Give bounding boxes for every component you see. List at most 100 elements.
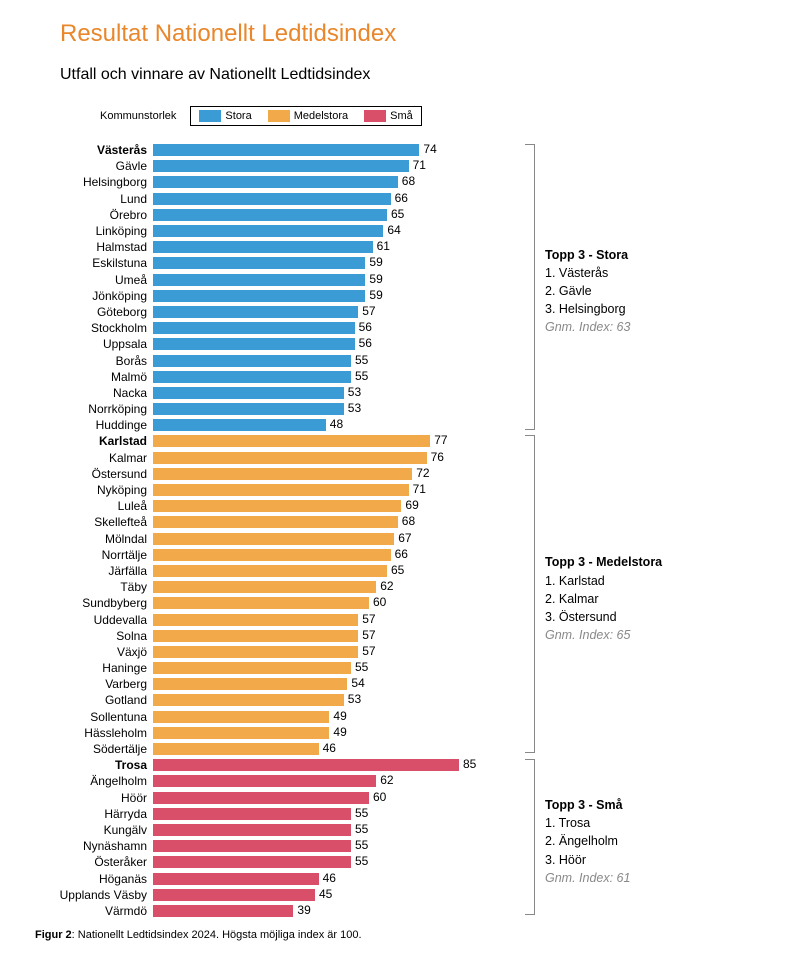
bar xyxy=(153,144,419,156)
bar-label: Täby xyxy=(35,580,153,594)
bar-row: Värmdö39 xyxy=(35,903,515,919)
bar-value: 69 xyxy=(401,498,418,512)
bar-row: Eskilstuna59 xyxy=(35,255,515,271)
bar-track: 49 xyxy=(153,711,515,723)
top3-header: Topp 3 - Stora xyxy=(545,246,725,264)
bar-track: 39 xyxy=(153,905,515,917)
bar-row: Trosa85 xyxy=(35,757,515,773)
bar-row: Solna57 xyxy=(35,628,515,644)
bar-value: 65 xyxy=(387,207,404,221)
bar xyxy=(153,549,391,561)
bar-value: 56 xyxy=(355,320,372,334)
bar-row: Nacka53 xyxy=(35,385,515,401)
bar xyxy=(153,322,355,334)
bar-value: 64 xyxy=(383,223,400,237)
bar-value: 62 xyxy=(376,579,393,593)
chart-group-stora: Västerås74Gävle71Helsingborg68Lund66Öreb… xyxy=(35,142,759,433)
bar-label: Nynäshamn xyxy=(35,839,153,853)
bar-label: Gävle xyxy=(35,159,153,173)
bar-row: Gotland53 xyxy=(35,692,515,708)
top3-box: Topp 3 - Små1. Trosa2. Ängelholm3. HöörG… xyxy=(545,796,725,887)
bar-value: 54 xyxy=(347,676,364,690)
legend-item: Medelstora xyxy=(260,110,356,122)
chart-group-medelstora: Karlstad77Kalmar76Östersund72Nyköping71L… xyxy=(35,433,759,757)
bar-label: Varberg xyxy=(35,677,153,691)
bar xyxy=(153,225,383,237)
bar xyxy=(153,306,358,318)
bar-row: Stockholm 56 xyxy=(35,320,515,336)
caption-text: : Nationellt Ledtidsindex 2024. Högsta m… xyxy=(72,929,362,941)
bar-value: 68 xyxy=(398,174,415,188)
bar-value: 57 xyxy=(358,612,375,626)
bar-label: Stockholm xyxy=(35,321,153,335)
bar-label: Nacka xyxy=(35,386,153,400)
bar-row: Ängelholm62 xyxy=(35,773,515,789)
bar-track: 60 xyxy=(153,792,515,804)
bar-track: 49 xyxy=(153,727,515,739)
bar-row: Nynäshamn 55 xyxy=(35,838,515,854)
bar-label: Norrtälje xyxy=(35,548,153,562)
bar-row: Umeå59 xyxy=(35,272,515,288)
bar xyxy=(153,209,387,221)
bar-row: Höganäs 46 xyxy=(35,870,515,886)
bar-label: Sollentuna xyxy=(35,710,153,724)
bar-row: Härryda55 xyxy=(35,806,515,822)
legend-item: Små xyxy=(356,110,421,122)
bar-track: 57 xyxy=(153,306,515,318)
bar-track: 65 xyxy=(153,565,515,577)
bar-label: Höganäs xyxy=(35,872,153,886)
bar xyxy=(153,905,293,917)
bar-value: 77 xyxy=(430,433,447,447)
bar-track: 57 xyxy=(153,630,515,642)
bar-row: Örebro65 xyxy=(35,207,515,223)
top3-average: Gnm. Index: 61 xyxy=(545,869,725,887)
bar-track: 67 xyxy=(153,533,515,545)
top3-item: 2. Ängelholm xyxy=(545,832,725,850)
bar-track: 74 xyxy=(153,144,515,156)
bar xyxy=(153,775,376,787)
legend-swatch xyxy=(199,110,221,122)
bar-row: Göteborg57 xyxy=(35,304,515,320)
bar-chart: Västerås74Gävle71Helsingborg68Lund66Öreb… xyxy=(35,142,759,919)
bar-track: 53 xyxy=(153,694,515,706)
bar-value: 46 xyxy=(319,871,336,885)
bar-value: 57 xyxy=(358,644,375,658)
bar-track: 55 xyxy=(153,808,515,820)
top3-item: 2. Kalmar xyxy=(545,590,725,608)
bar xyxy=(153,419,326,431)
bar-row: Linköping64 xyxy=(35,223,515,239)
bar-value: 55 xyxy=(351,806,368,820)
bar-label: Gotland xyxy=(35,693,153,707)
bar-row: Borås55 xyxy=(35,352,515,368)
bar-row: Mölndal67 xyxy=(35,531,515,547)
bar-value: 55 xyxy=(351,838,368,852)
bar-label: Ängelholm xyxy=(35,774,153,788)
bar xyxy=(153,808,351,820)
bar xyxy=(153,338,355,350)
bar-track: 46 xyxy=(153,873,515,885)
bar-track: 55 xyxy=(153,355,515,367)
bar-track: 57 xyxy=(153,614,515,626)
bar-track: 55 xyxy=(153,840,515,852)
bar xyxy=(153,678,347,690)
bar-track: 59 xyxy=(153,274,515,286)
bar-value: 71 xyxy=(409,482,426,496)
top3-item: 3. Höör xyxy=(545,851,725,869)
bar-row: Norrköping53 xyxy=(35,401,515,417)
bar-value: 39 xyxy=(293,903,310,917)
bar-value: 68 xyxy=(398,514,415,528)
bar xyxy=(153,711,329,723)
bar-row: Varberg 54 xyxy=(35,676,515,692)
bar-value: 46 xyxy=(319,741,336,755)
bar-value: 55 xyxy=(351,660,368,674)
legend: Kommunstorlek StoraMedelstoraSmå xyxy=(100,106,759,126)
bar-track: 59 xyxy=(153,257,515,269)
bar-row: Helsingborg68 xyxy=(35,174,515,190)
bar xyxy=(153,597,369,609)
bar-track: 66 xyxy=(153,193,515,205)
bar-track: 85 xyxy=(153,759,515,771)
bar-value: 55 xyxy=(351,353,368,367)
bar xyxy=(153,274,365,286)
bar-label: Eskilstuna xyxy=(35,256,153,270)
bar xyxy=(153,371,351,383)
